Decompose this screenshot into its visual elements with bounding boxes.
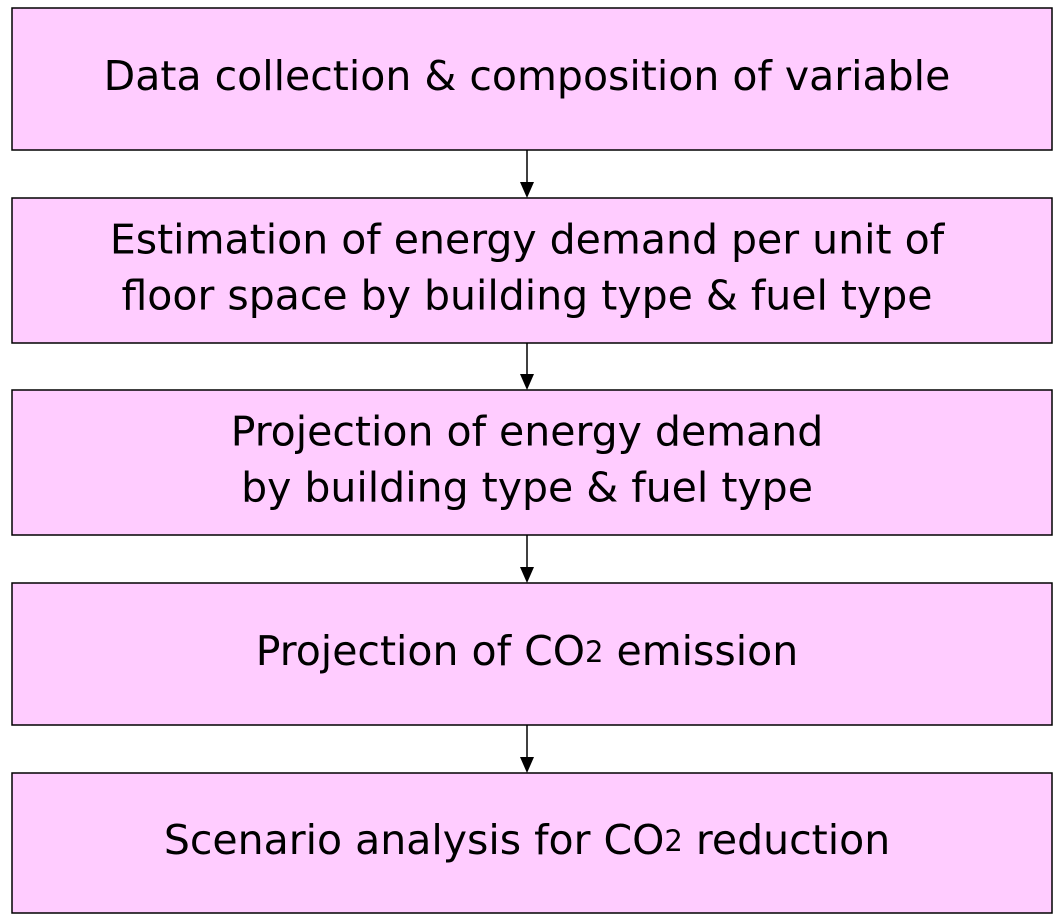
label-run: reduction: [683, 816, 890, 864]
box-label: Data collection & composition of variabl…: [104, 52, 951, 100]
label-run: Projection of energy demand: [231, 408, 824, 456]
label-run: Data collection & composition of variabl…: [104, 52, 951, 100]
process-box: [11, 7, 1053, 151]
process-box: [11, 197, 1053, 344]
box-label: Scenario analysis for CO2 reduction: [164, 816, 890, 864]
label-run: Projection of CO: [256, 627, 585, 675]
arrow-head: [520, 182, 534, 198]
process-box: [11, 389, 1053, 536]
process-box: [11, 582, 1053, 726]
process-box: [11, 772, 1053, 914]
label-run: Scenario analysis for CO: [164, 816, 665, 864]
label-run: by building type & fuel type: [241, 464, 813, 512]
box-label: Projection of energy demand: [231, 408, 824, 456]
arrow-head: [520, 567, 534, 583]
arrow-head: [520, 374, 534, 390]
box-label: Projection of CO2 emission: [256, 627, 798, 675]
box-label: Estimation of energy demand per unit of: [110, 216, 946, 264]
box-label: floor space by building type & fuel type: [121, 272, 932, 320]
box-label: by building type & fuel type: [241, 464, 813, 512]
label-run: emission: [603, 627, 798, 675]
label-run: 2: [585, 635, 603, 669]
label-run: 2: [664, 824, 682, 858]
label-run: floor space by building type & fuel type: [121, 272, 932, 320]
arrow-head: [520, 757, 534, 773]
label-run: Estimation of energy demand per unit of: [110, 216, 946, 264]
